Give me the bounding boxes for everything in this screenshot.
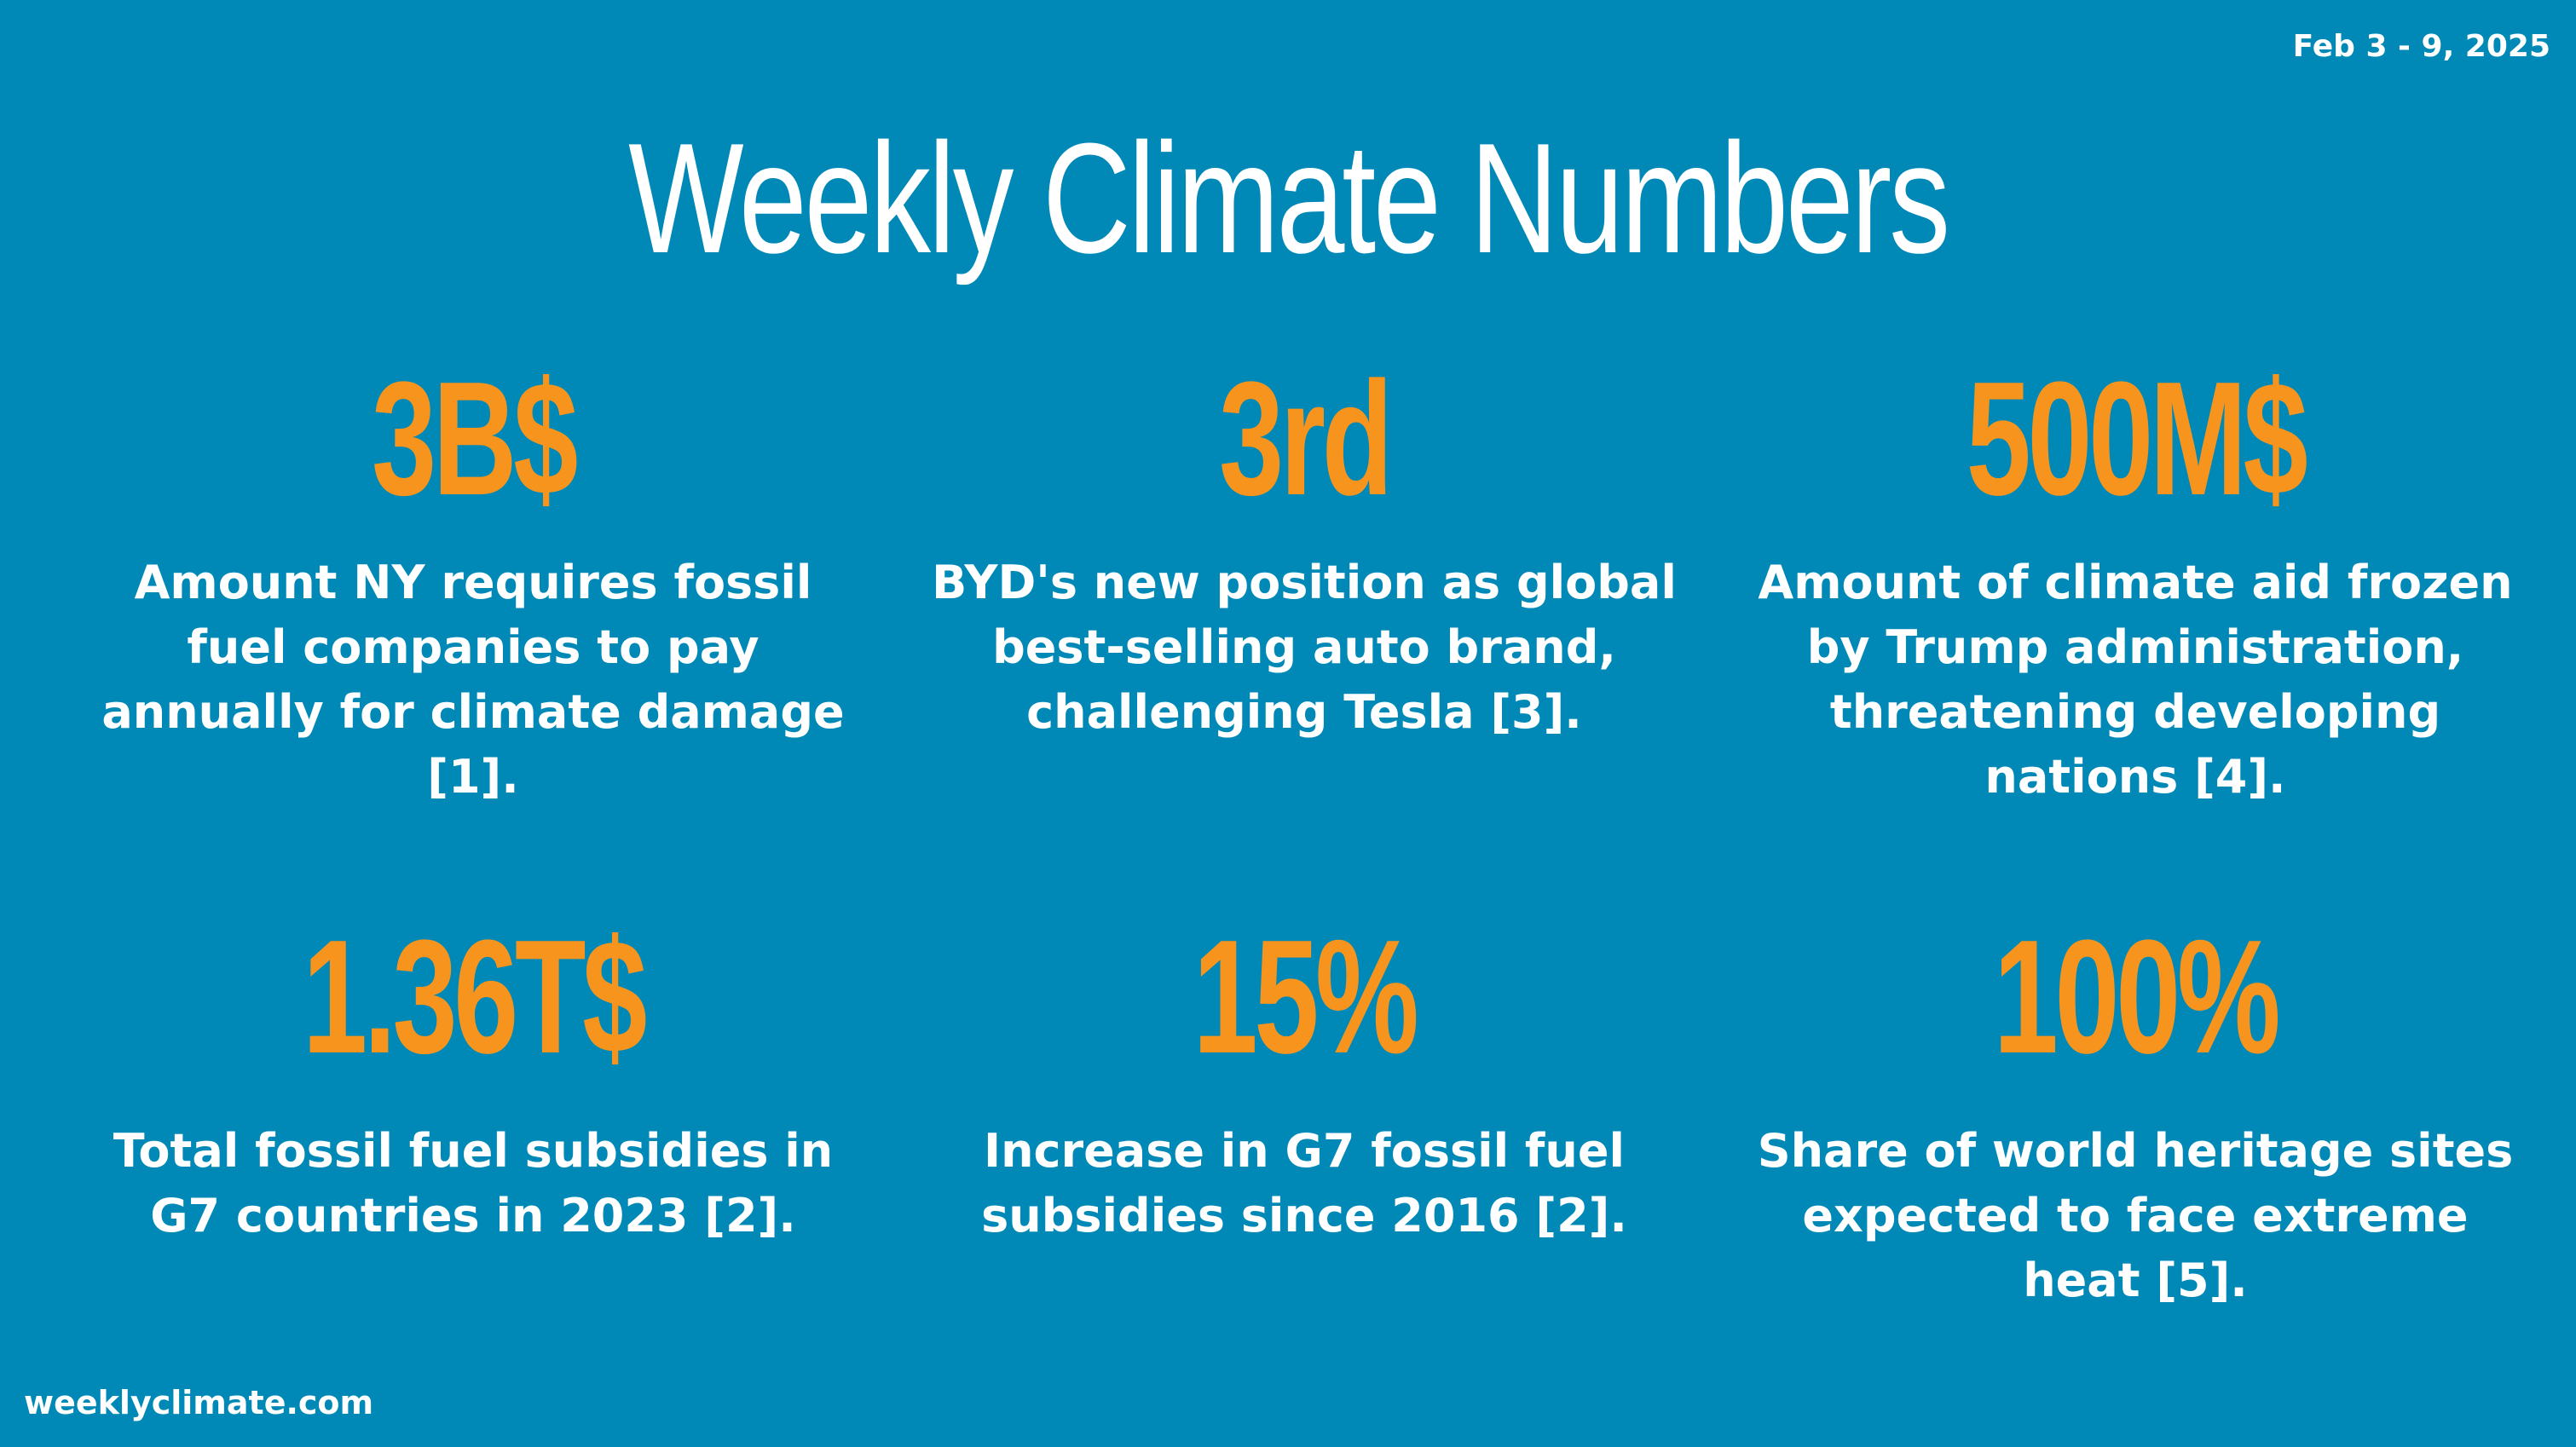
stat-number: 100% bbox=[1993, 907, 2281, 1087]
stat-description: Share of world heritage sites expected t… bbox=[1757, 1124, 2514, 1307]
stat-card: 100% Share of world heritage sites expec… bbox=[1739, 916, 2532, 1313]
stat-description: Total fossil fuel subsidies in G7 countr… bbox=[113, 1124, 834, 1242]
stat-number: 3B$ bbox=[371, 349, 578, 529]
stat-description: Amount NY requires fossil fuel companies… bbox=[101, 556, 845, 804]
stat-card: 15% Increase in G7 fossil fuel subsidies… bbox=[908, 916, 1701, 1248]
stat-card: 3rd BYD's new position as global best-se… bbox=[908, 358, 1701, 745]
page-title: Weekly Climate Numbers bbox=[628, 110, 1950, 285]
stat-number: 1.36T$ bbox=[303, 907, 647, 1087]
stat-number: 3rd bbox=[1219, 349, 1393, 529]
stat-card: 3B$ Amount NY requires fossil fuel compa… bbox=[77, 358, 869, 810]
stat-card: 1.36T$ Total fossil fuel subsidies in G7… bbox=[77, 916, 869, 1248]
stat-card: 500M$ Amount of climate aid frozen by Tr… bbox=[1739, 358, 2532, 810]
stat-number: 500M$ bbox=[1966, 349, 2308, 529]
stat-number: 15% bbox=[1193, 907, 1419, 1087]
stat-description: Increase in G7 fossil fuel subsidies sin… bbox=[981, 1124, 1627, 1242]
stat-description: Amount of climate aid frozen by Trump ad… bbox=[1758, 556, 2513, 804]
date-range: Feb 3 - 9, 2025 bbox=[2292, 29, 2550, 64]
stat-description: BYD's new position as global best-sellin… bbox=[932, 556, 1677, 739]
footer-site-link[interactable]: weeklyclimate.com bbox=[24, 1384, 374, 1421]
